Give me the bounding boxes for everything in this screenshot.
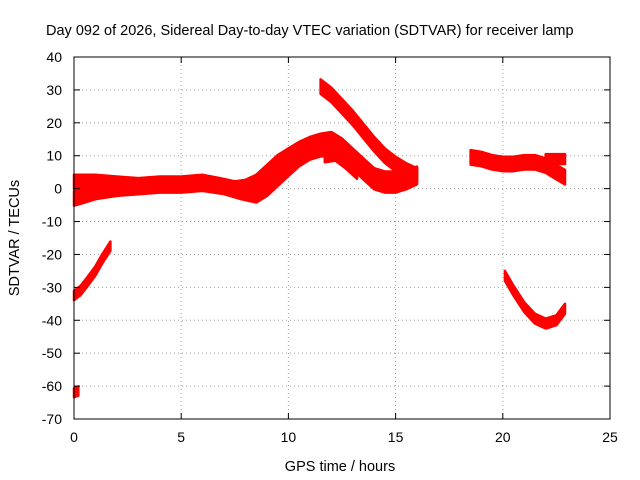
- x-tick-label: 15: [388, 429, 404, 445]
- y-tick-label: -60: [42, 378, 62, 394]
- axes-layer: 40 30 20 10 0 -10 -20 -30 -40 -50 -60 -70 0 5 10 15 20 25: [42, 49, 618, 445]
- data-series-track-declining-arc: [319, 78, 419, 184]
- y-tick-label: -50: [42, 345, 62, 361]
- y-tick-label: -70: [42, 411, 62, 427]
- x-axis-title: GPS time / hours: [285, 459, 395, 475]
- x-tick-label: 5: [177, 429, 185, 445]
- y-tick-label: 10: [46, 148, 62, 164]
- plot-frame: [73, 56, 611, 420]
- x-tick-label: 25: [602, 429, 618, 445]
- y-tick-label: 0: [54, 181, 62, 197]
- x-tick-label: 10: [281, 429, 297, 445]
- chart-title: Day 092 of 2026, Sidereal Day-to-day VTE…: [46, 23, 574, 39]
- data-series-track-early-rising: [72, 240, 112, 302]
- data-series-track-midday-dip: [323, 146, 359, 181]
- y-axis-title: SDTVAR / TECUs: [7, 180, 23, 296]
- y-tick-label: -40: [42, 312, 62, 328]
- series-layer: [72, 78, 567, 399]
- data-series-track-early-blip: [72, 385, 80, 399]
- y-tick-label: -10: [42, 214, 62, 230]
- data-series-track-evening-stub: [544, 152, 567, 166]
- y-tick-label: 30: [46, 82, 62, 98]
- x-tick-label: 20: [495, 429, 511, 445]
- data-series-track-evening-band: [469, 148, 567, 186]
- data-series-track-evening-descent: [503, 269, 567, 330]
- y-tick-label: -30: [42, 279, 62, 295]
- y-tick-label: -20: [42, 246, 62, 262]
- x-tick-label: 0: [70, 429, 78, 445]
- y-tick-label: 20: [46, 115, 62, 131]
- y-tick-label: 40: [46, 49, 62, 65]
